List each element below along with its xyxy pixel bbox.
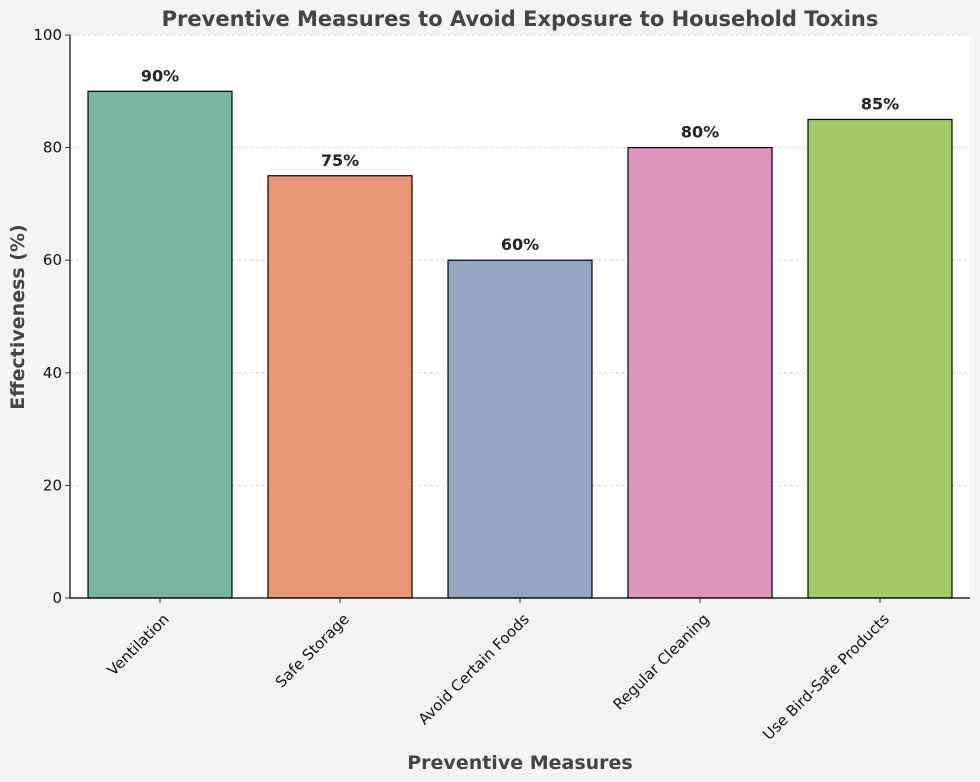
bar xyxy=(807,118,953,599)
chart-title: Preventive Measures to Avoid Exposure to… xyxy=(162,7,879,31)
bar-value-label: 60% xyxy=(501,235,539,254)
bars xyxy=(87,90,953,599)
y-tick-label: 80 xyxy=(43,139,62,157)
bar xyxy=(267,175,413,599)
y-tick-label: 40 xyxy=(43,364,62,382)
bar-value-label: 80% xyxy=(681,123,719,142)
bar xyxy=(447,259,593,599)
bar-value-label: 90% xyxy=(141,66,179,85)
y-tick-label: 60 xyxy=(43,251,62,269)
y-tick-label: 0 xyxy=(52,589,62,607)
y-tick-label: 20 xyxy=(43,476,62,494)
x-axis-label: Preventive Measures xyxy=(407,752,632,774)
y-axis-label: Effectiveness (%) xyxy=(7,224,29,409)
bar xyxy=(627,147,773,599)
data-labels: 90% 75% 60% 80% 85% xyxy=(141,66,899,254)
bar-value-label: 85% xyxy=(861,94,899,113)
y-tick-label: 100 xyxy=(33,26,62,44)
bar xyxy=(87,90,233,599)
bar-value-label: 75% xyxy=(321,151,359,170)
